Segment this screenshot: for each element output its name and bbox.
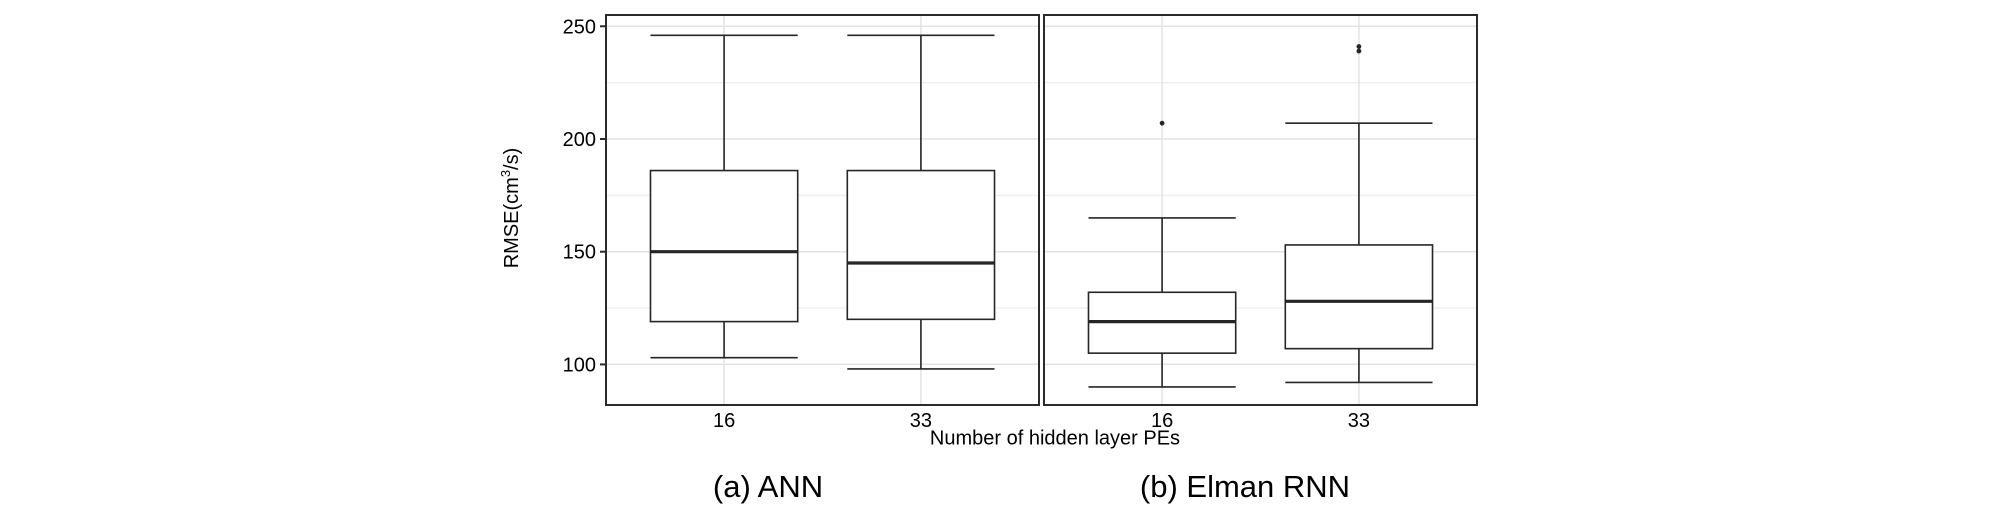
x-axis-title: Number of hidden layer PEs (929, 427, 1181, 450)
panel-border (605, 14, 1040, 406)
boxplot-16 (1087, 120, 1237, 388)
x-tick-label: 33 (1348, 410, 1370, 432)
boxplot-16 (649, 34, 799, 359)
iqr-box (846, 169, 996, 321)
y-tick-label: 150 (563, 242, 596, 264)
y-tick-label: 100 (563, 354, 596, 376)
outlier-point (1159, 120, 1165, 126)
outlier-point (1356, 44, 1362, 49)
panel-border (1043, 14, 1478, 406)
caption-ann: (a) ANN (712, 469, 824, 504)
y-axis-title-text: RMSE(cm (500, 177, 523, 269)
x-tick-label: 16 (713, 410, 735, 432)
iqr-box (1284, 244, 1434, 350)
y-tick-label: 250 (563, 16, 596, 38)
panel-b: 16 33 (1043, 14, 1478, 432)
y-axis-title: RMSE(cm3/s) (498, 148, 524, 269)
y-tick-label: 200 (563, 129, 596, 151)
y-axis-title-unit: /s) (500, 147, 523, 170)
x-tick-label: 16 (1151, 410, 1173, 432)
boxplot-33 (1284, 44, 1434, 384)
caption-elman-rnn: (b) Elman RNN (1139, 469, 1351, 504)
boxplot-33 (846, 34, 996, 370)
outlier-point (1356, 48, 1362, 54)
x-tick-label: 33 (910, 410, 932, 432)
panel-a: 16 33 100 150 200 250 (563, 14, 1040, 432)
y-axis-title-superscript: 3 (498, 169, 514, 178)
iqr-box (649, 169, 799, 323)
